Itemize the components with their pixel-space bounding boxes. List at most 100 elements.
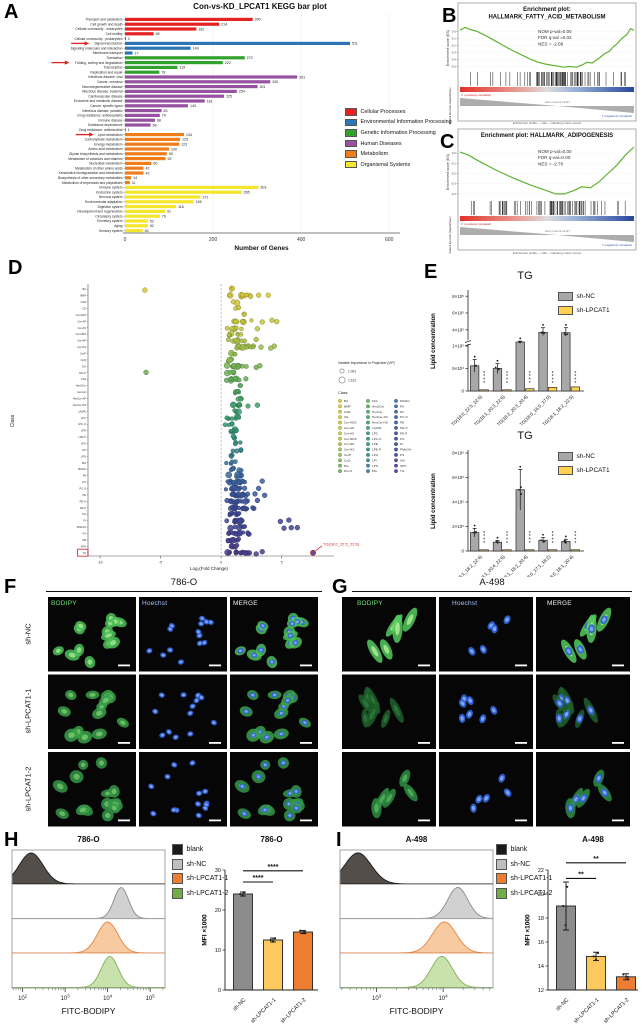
svg-text:*: * xyxy=(574,541,576,547)
svg-text:CE: CE xyxy=(82,307,86,311)
svg-text:PI: PI xyxy=(84,519,87,523)
svg-text:MG: MG xyxy=(82,461,86,465)
svg-text:Xenobiotics biodegradation and: Xenobiotics biodegradation and metabolis… xyxy=(59,171,123,175)
svg-text:*: * xyxy=(483,371,485,377)
legend-label: sh-LPCAT1-2 xyxy=(186,889,229,897)
svg-text:PA: PA xyxy=(400,404,405,408)
tg-chart1-legend: sh-NC sh-LPCAT1 xyxy=(558,292,610,320)
svg-text:400: 400 xyxy=(297,237,306,243)
mfi-ylabel: MFI ×1000 xyxy=(201,914,209,946)
svg-text:125: 125 xyxy=(182,138,188,142)
svg-text:*: * xyxy=(552,371,554,377)
svg-text:Cer-AP: Cer-AP xyxy=(77,319,86,323)
svg-text:*: * xyxy=(529,531,531,537)
svg-text:Enrichment score (ES): Enrichment score (ES) xyxy=(446,30,450,66)
svg-text:Immune system: Immune system xyxy=(99,186,123,190)
svg-text:Hex2Cer: Hex2Cer xyxy=(76,384,86,388)
svg-text:Zero cross at 12127: Zero cross at 12127 xyxy=(545,229,570,233)
svg-text:222: 222 xyxy=(225,61,231,65)
channel-label-hoechst: Hoechst xyxy=(452,600,478,607)
gsea-adipogenesis-svg: Enrichment plot: HALLMARK_ADIPOGENESIS 0.… xyxy=(446,128,637,255)
hist-title-a498: A-498 xyxy=(405,835,428,844)
svg-text:Enrichment plot:: Enrichment plot: xyxy=(523,7,571,13)
svg-text:NOM p-val=0.00: NOM p-val=0.00 xyxy=(538,149,572,154)
svg-text:103: 103 xyxy=(372,994,382,1002)
flow-legend-786o: blank sh-NC sh-LPCAT1-1 sh-LPCAT1-2 xyxy=(172,844,228,902)
legend-swatch-sh-lpcat1-1 xyxy=(172,873,183,884)
svg-text:42: 42 xyxy=(145,171,149,175)
row-label-sh-nc: sh-NC xyxy=(23,623,33,645)
svg-text:SM: SM xyxy=(82,538,86,542)
svg-text:5: 5 xyxy=(281,561,283,565)
legend-label: Human Diseases xyxy=(360,140,402,147)
svg-text:330: 330 xyxy=(272,80,278,84)
svg-text:Cer-NP: Cer-NP xyxy=(77,339,86,343)
panel-h-flow-786o: 102 103 104 105 0 10 20 30 sh-NC sh-LPCAT1-1 sh-LP… xyxy=(0,830,330,1027)
svg-text:Cer-ADS: Cer-ADS xyxy=(76,313,87,317)
svg-text:CAR: CAR xyxy=(81,300,87,304)
svg-text:NES = -2.70: NES = -2.70 xyxy=(538,161,564,166)
svg-text:BMP: BMP xyxy=(344,404,351,408)
svg-text:92: 92 xyxy=(168,157,172,161)
panel-f-microscopy-786o: F 786-O BODIPY Hoechst MERGE sh-NC sh-LP… xyxy=(0,577,330,830)
svg-text:CoQ: CoQ xyxy=(344,458,351,462)
legend-label: blank xyxy=(186,846,204,853)
svg-text:*: * xyxy=(529,534,531,540)
svg-text:DG-O: DG-O xyxy=(344,469,353,473)
microscopy-a498-svg xyxy=(342,597,630,827)
legend-label: sh-LPCAT1-1 xyxy=(510,875,553,882)
svg-text:**: ** xyxy=(578,871,584,878)
svg-text:*: * xyxy=(483,531,485,537)
legend-swatch-sh-lpcat1-2 xyxy=(172,887,183,899)
panel-letter-g: G xyxy=(332,576,348,598)
svg-text:Amino acid metabolism: Amino acid metabolism xyxy=(88,147,122,151)
svg-text:2×10⁵: 2×10⁵ xyxy=(452,524,464,529)
svg-text:-10: -10 xyxy=(97,561,102,565)
svg-text:Immune disease: Immune disease xyxy=(98,118,122,122)
svg-text:52: 52 xyxy=(150,219,154,223)
svg-text:1.063: 1.063 xyxy=(348,369,356,373)
svg-text:*: * xyxy=(574,371,576,377)
svg-text:Metabolism of other amino acid: Metabolism of other amino acids xyxy=(75,166,123,170)
svg-text:119: 119 xyxy=(179,66,185,70)
svg-text:*: * xyxy=(483,381,485,387)
svg-text:sh-LPCAT1-2: sh-LPCAT1-2 xyxy=(280,997,308,1025)
legend-swatch-sh-nc xyxy=(496,858,507,870)
svg-text:PE-P: PE-P xyxy=(80,506,86,510)
svg-text:Glycan biosynthesis and metabo: Glycan biosynthesis and metabolism xyxy=(69,152,123,156)
legend-item: Human Diseases xyxy=(345,139,452,148)
tg-chart1-ylabel: Lipid concentration xyxy=(431,313,437,369)
svg-text:Circulatory system: Circulatory system xyxy=(95,214,122,218)
svg-text:0: 0 xyxy=(220,561,222,565)
legend-label: sh-NC xyxy=(576,293,595,300)
svg-text:LPC: LPC xyxy=(81,416,86,420)
svg-text:'l' (negatively correlated): 'l' (negatively correlated) xyxy=(602,114,632,118)
svg-text:LPE-P: LPE-P xyxy=(372,448,381,452)
legend-item: Organismal Systems xyxy=(345,160,452,169)
svg-text:PC-O: PC-O xyxy=(80,487,86,491)
legend-label: sh-LPCAT1 xyxy=(576,467,610,474)
svg-text:Transcription: Transcription xyxy=(104,66,123,70)
svg-text:Cardiovascular disease: Cardiovascular disease xyxy=(88,94,122,98)
svg-text:*: * xyxy=(552,541,554,547)
legend-swatch-sh-nc xyxy=(172,858,183,870)
svg-text:BA: BA xyxy=(83,287,87,291)
svg-text:301: 301 xyxy=(260,85,266,89)
svg-text:Log₂(Fold Change): Log₂(Fold Change) xyxy=(190,566,229,571)
legend-swatch-sh-nc xyxy=(558,452,573,461)
svg-text:-0.2: -0.2 xyxy=(451,44,456,48)
svg-text:SM: SM xyxy=(400,458,405,462)
svg-text:Endocrine system: Endocrine system xyxy=(96,190,122,194)
svg-text:LPI: LPI xyxy=(372,458,377,462)
svg-text:LAcPE: LAcPE xyxy=(78,409,86,413)
tg-bar-charts-svg: 05×10⁴1×10⁵4×10⁵6×10⁵8×10⁵****TG(18:0_22… xyxy=(450,290,584,577)
svg-text:Infectious disease: viral: Infectious disease: viral xyxy=(88,75,123,79)
kegg-legend: Cellular Processes Environmental Informa… xyxy=(345,108,452,172)
svg-text:8×10⁵: 8×10⁵ xyxy=(452,451,464,456)
svg-text:Infectious disease: parasitic: Infectious disease: parasitic xyxy=(82,109,123,113)
svg-text:FDR q-val=0.00: FDR q-val=0.00 xyxy=(538,155,571,160)
svg-text:-0.2: -0.2 xyxy=(451,172,456,176)
svg-text:Folding, sorting and degradati: Folding, sorting and degradation xyxy=(75,61,122,65)
svg-text:79: 79 xyxy=(162,114,166,118)
